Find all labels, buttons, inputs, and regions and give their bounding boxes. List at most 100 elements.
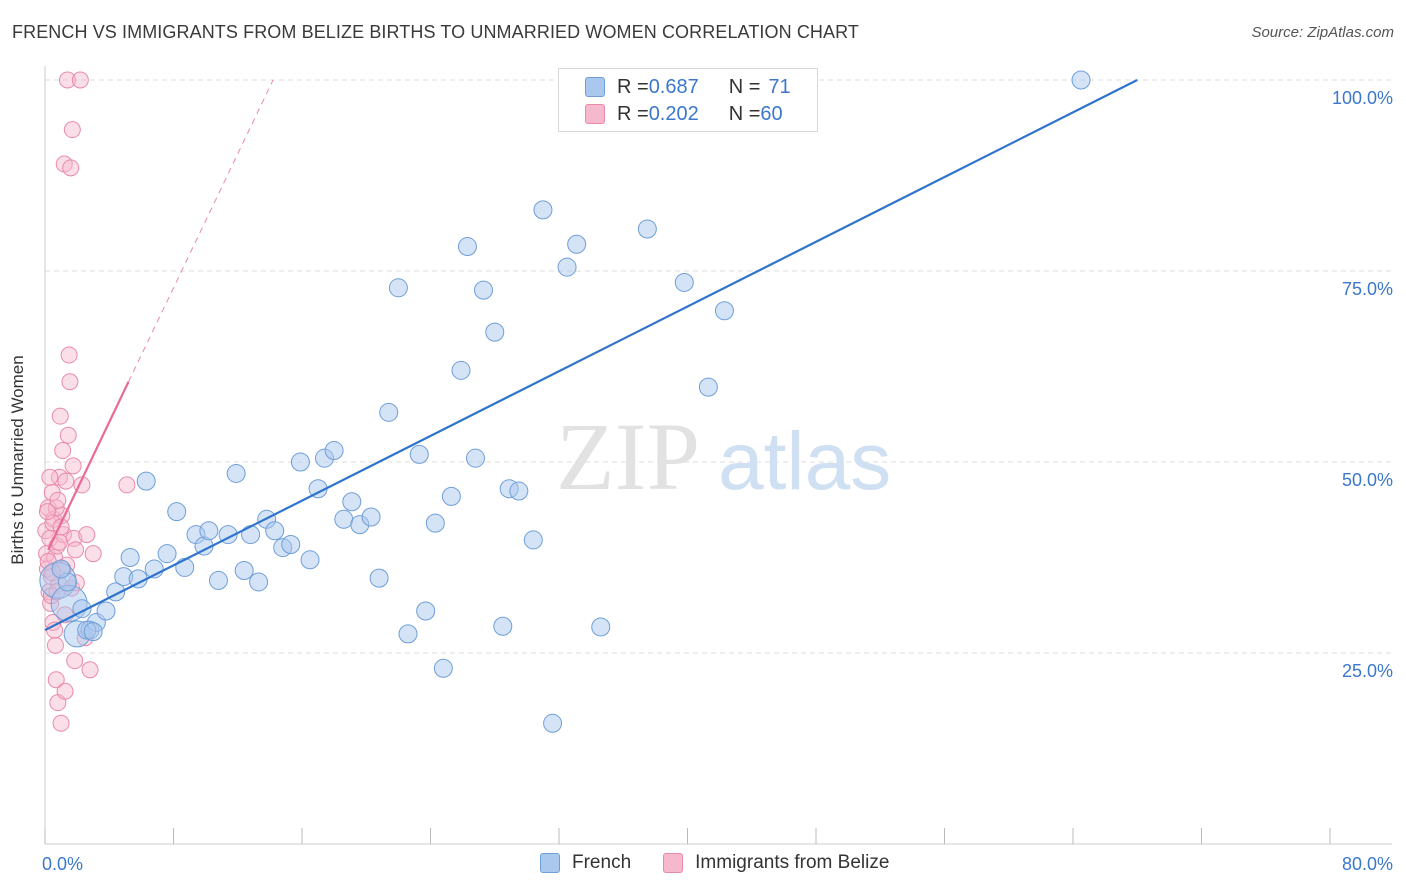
legend-item-belize[interactable]: Immigrants from Belize bbox=[663, 852, 889, 874]
belize-point bbox=[38, 503, 56, 521]
french-point bbox=[241, 525, 261, 545]
belize-legend-label: Immigrants from Belize bbox=[695, 852, 890, 873]
belize-point bbox=[67, 541, 85, 559]
french-point bbox=[342, 492, 362, 512]
french-point bbox=[457, 237, 477, 257]
belize-point bbox=[61, 373, 79, 391]
french-point bbox=[208, 570, 228, 590]
french-point bbox=[493, 616, 513, 636]
french-point bbox=[249, 572, 269, 592]
belize-legend-swatch bbox=[663, 853, 684, 873]
french-point bbox=[567, 234, 587, 254]
french-swatch bbox=[585, 77, 605, 97]
french-point bbox=[509, 481, 529, 501]
legend-item-french[interactable]: French bbox=[540, 852, 631, 874]
french-trend-line bbox=[44, 79, 1138, 632]
french-point bbox=[409, 444, 429, 464]
french-legend-label: French bbox=[572, 852, 632, 873]
french-point bbox=[265, 521, 285, 541]
french-point bbox=[1071, 70, 1091, 90]
belize-point bbox=[118, 476, 136, 494]
x-tick-label-min: 0.0% bbox=[42, 854, 83, 874]
french-point bbox=[234, 560, 254, 580]
french-point bbox=[474, 280, 494, 300]
french-point bbox=[51, 559, 71, 579]
belize-point bbox=[84, 545, 102, 563]
y-axis-label: Births to Unmarried Women bbox=[8, 355, 27, 565]
belize-point bbox=[49, 491, 67, 509]
french-point bbox=[369, 568, 389, 588]
belize-r-label: R = bbox=[617, 102, 649, 125]
french-point bbox=[199, 521, 219, 541]
belize-point bbox=[63, 121, 81, 139]
axes bbox=[44, 66, 1392, 845]
legend-row-french: R = 0.687 N = 71 bbox=[585, 73, 791, 101]
french-point bbox=[379, 402, 399, 422]
legend-row-belize: R = 0.202 N = 60 bbox=[585, 100, 783, 128]
french-point bbox=[591, 617, 611, 637]
french-point bbox=[361, 507, 381, 527]
french-point bbox=[157, 544, 177, 564]
y-tick-label: 25.0% bbox=[1342, 661, 1393, 681]
y-tick-label: 75.0% bbox=[1342, 279, 1393, 299]
french-point bbox=[398, 624, 418, 644]
belize-n-value: 60 bbox=[760, 102, 783, 125]
belize-point bbox=[60, 346, 78, 364]
belize-point bbox=[66, 652, 84, 670]
french-point bbox=[334, 509, 354, 529]
x-tick-label-max: 80.0% bbox=[1342, 854, 1393, 874]
french-point bbox=[96, 601, 116, 621]
source-label: Source: ZipAtlas.com bbox=[1251, 24, 1394, 41]
belize-point bbox=[46, 636, 64, 654]
correlation-legend: R = 0.687 N = 71 R = 0.202 N = 60 bbox=[558, 68, 818, 132]
french-point bbox=[290, 452, 310, 472]
french-point bbox=[388, 278, 408, 298]
french-point bbox=[175, 557, 195, 577]
french-point bbox=[120, 548, 140, 567]
french-n-label: N = bbox=[728, 75, 761, 98]
french-point bbox=[485, 322, 505, 342]
belize-point bbox=[59, 426, 77, 444]
tick-labels: 25.0% 50.0% 75.0% 100.0% 0.0% 80.0% bbox=[42, 88, 1393, 874]
y-tick-label: 50.0% bbox=[1342, 470, 1393, 490]
belize-trend-line bbox=[47, 381, 130, 551]
belize-point bbox=[71, 71, 89, 89]
french-point bbox=[441, 486, 461, 506]
french-point bbox=[83, 622, 103, 642]
belize-point bbox=[57, 472, 75, 490]
french-point bbox=[543, 713, 563, 733]
watermark-zip: ZIP bbox=[556, 403, 700, 510]
belize-trend-extension bbox=[128, 79, 274, 382]
french-point bbox=[226, 463, 246, 483]
belize-point bbox=[41, 468, 59, 486]
french-point bbox=[557, 257, 577, 277]
french-point bbox=[714, 301, 734, 321]
french-point bbox=[698, 377, 718, 397]
french-n-value: 71 bbox=[768, 75, 791, 98]
watermark-atlas: atlas bbox=[718, 416, 891, 507]
french-point bbox=[281, 535, 301, 555]
belize-point bbox=[62, 159, 80, 177]
belize-point bbox=[54, 442, 72, 460]
french-r-label: R = bbox=[617, 75, 649, 98]
french-point bbox=[465, 448, 485, 468]
belize-n-label: N = bbox=[728, 102, 761, 125]
belize-swatch bbox=[585, 104, 605, 124]
belize-point bbox=[64, 457, 82, 475]
belize-point bbox=[56, 682, 74, 700]
french-point bbox=[167, 502, 187, 522]
belize-point bbox=[47, 671, 65, 689]
french-point bbox=[136, 471, 156, 491]
french-r-value: 0.687 bbox=[648, 75, 699, 98]
french-point bbox=[674, 272, 694, 292]
french-legend-swatch bbox=[540, 853, 560, 873]
french-point bbox=[425, 513, 445, 533]
trend-lines bbox=[44, 79, 1138, 632]
y-tick-label: 100.0% bbox=[1332, 88, 1393, 108]
french-point bbox=[416, 601, 436, 621]
belize-r-value: 0.202 bbox=[648, 102, 699, 125]
french-point bbox=[451, 360, 471, 380]
french-series bbox=[39, 70, 1091, 733]
belize-point bbox=[51, 407, 69, 425]
